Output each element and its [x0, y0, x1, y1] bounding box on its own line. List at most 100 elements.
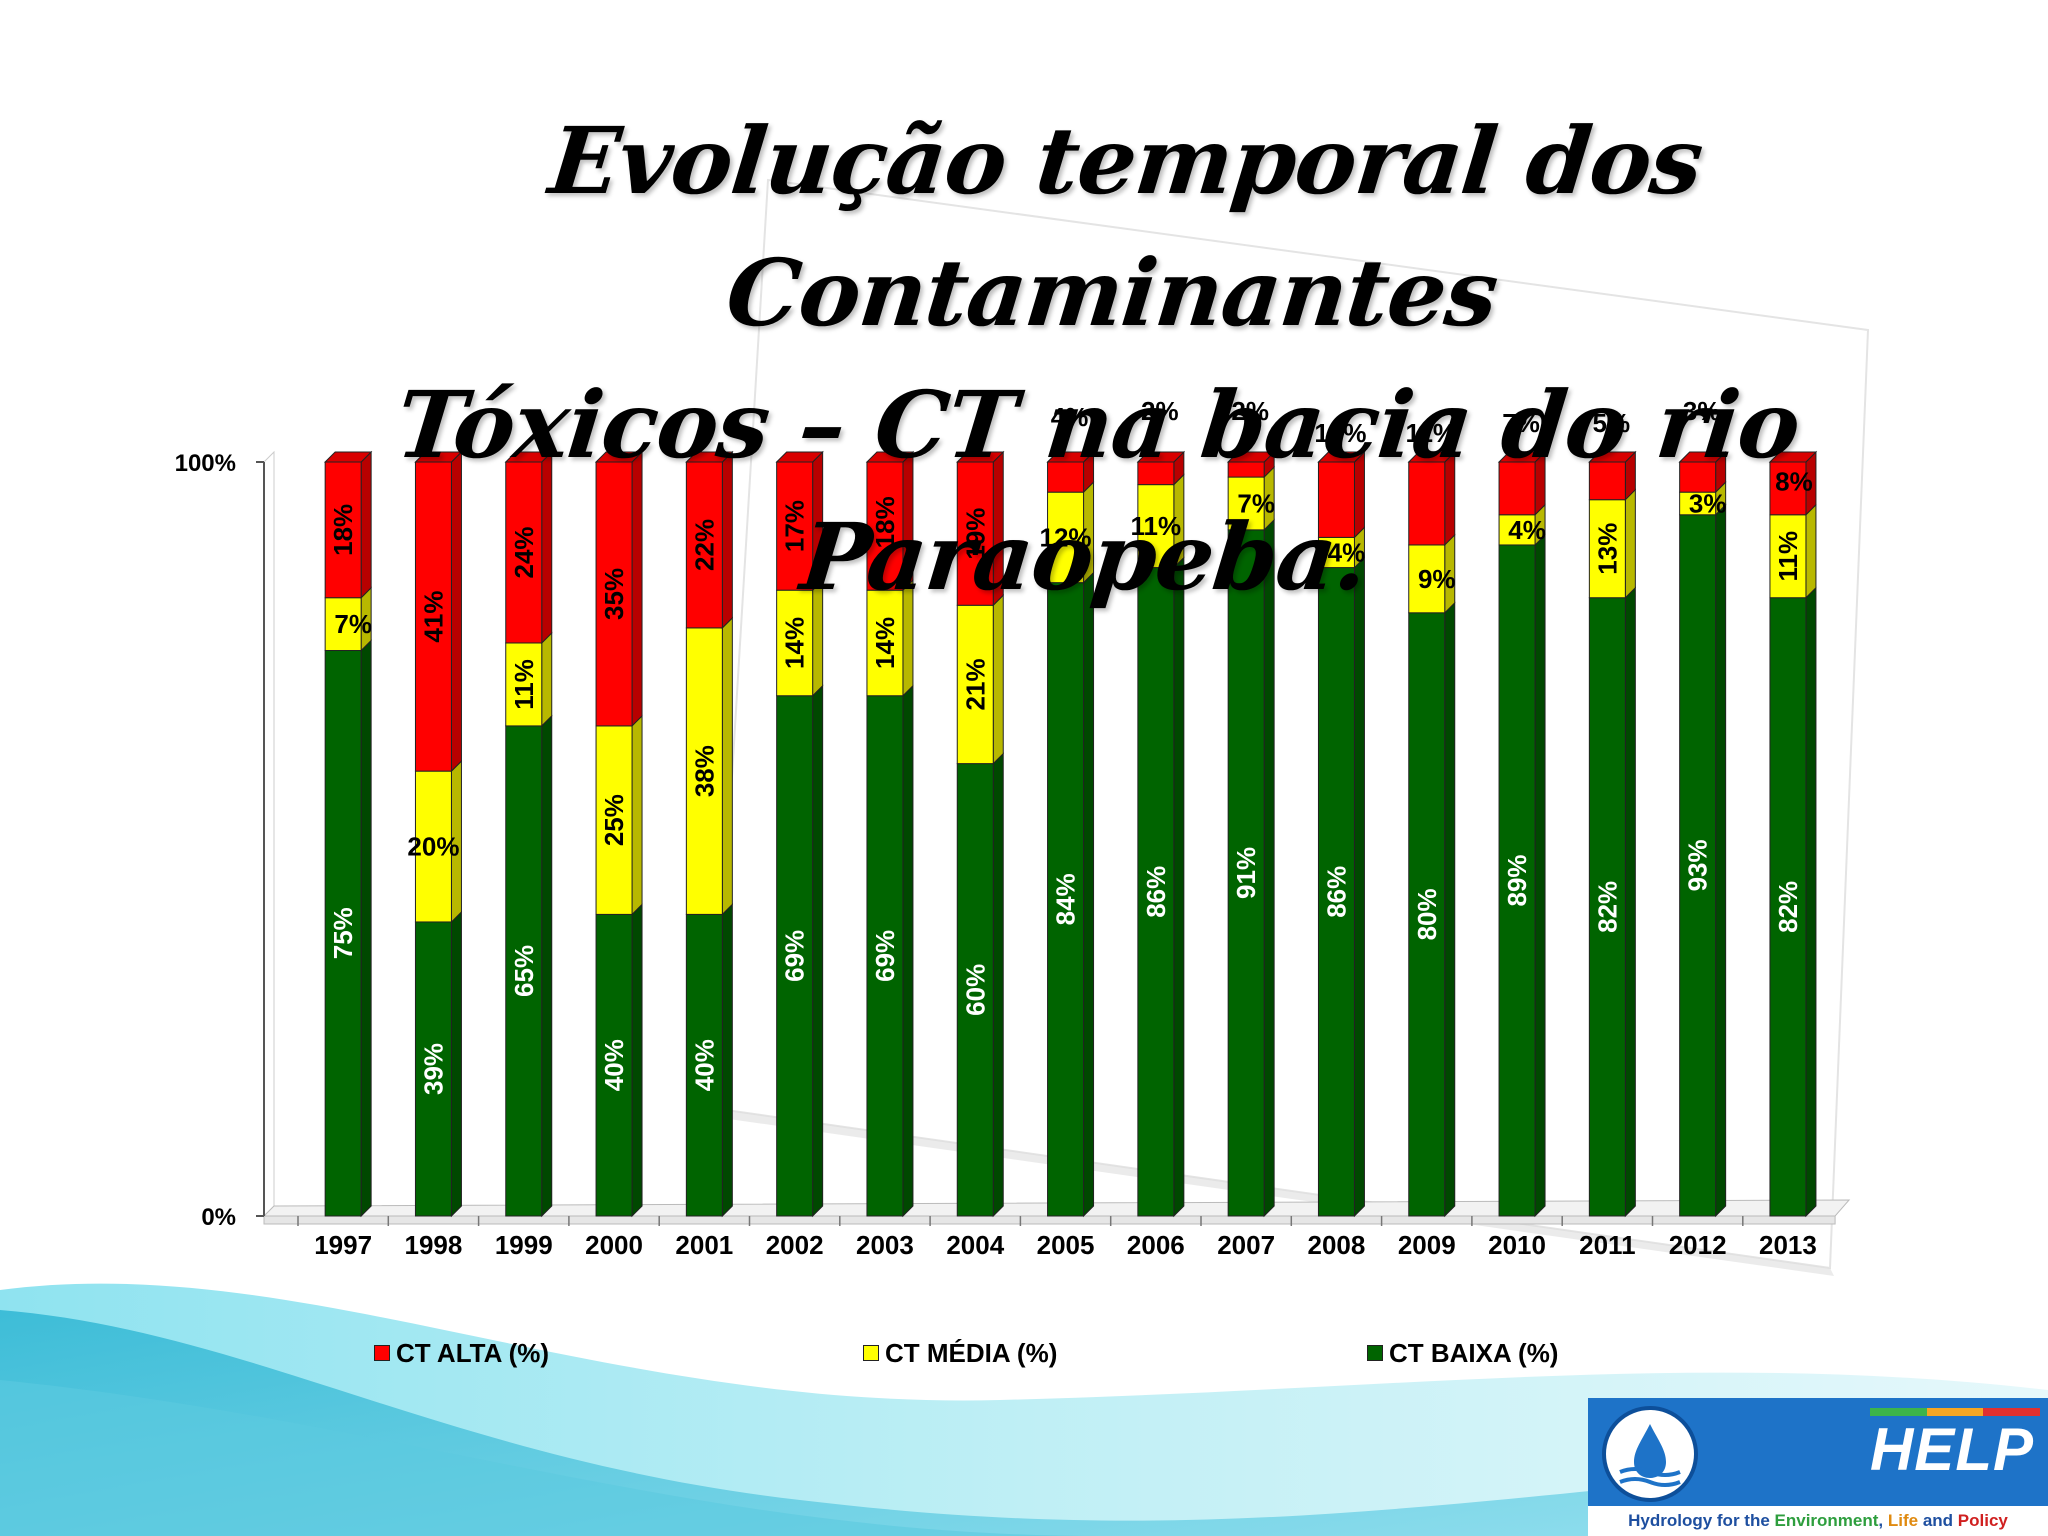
logo-stripe — [1870, 1408, 2041, 1416]
bar — [1227, 529, 1265, 1217]
data-label-baixa: 82% — [1773, 881, 1803, 933]
bar — [776, 695, 814, 1217]
bar — [414, 461, 452, 772]
bar — [1137, 484, 1175, 569]
bar-side — [812, 684, 824, 1218]
bar-top — [1407, 451, 1456, 463]
bar-segment-media — [324, 586, 372, 652]
bar-top — [775, 451, 824, 463]
bar-top — [865, 451, 915, 463]
data-label-baixa: 86% — [1321, 866, 1351, 918]
bar-side — [541, 714, 553, 1218]
bar-segment-alta — [323, 450, 373, 599]
bar — [1588, 461, 1626, 501]
x-tick-label: 2005 — [1037, 1230, 1095, 1260]
bar-segment-media — [595, 714, 643, 916]
bar — [1317, 567, 1355, 1217]
bar-segment-alta — [1136, 450, 1186, 486]
tagline-policy: Policy — [1957, 1511, 2008, 1530]
logo-tagline: Hydrology for the Environment, Life and … — [1588, 1506, 2048, 1536]
bar-side — [902, 684, 914, 1218]
legend-label-alta: CT ALTA (%) — [396, 1337, 550, 1368]
bar-segment-baixa — [1498, 533, 1546, 1218]
bar-top — [1046, 451, 1095, 463]
bar-side — [1534, 533, 1546, 1218]
bar-top — [414, 451, 463, 463]
help-logo: HELP Hydrology for the Environment, Life… — [1588, 1398, 2048, 1536]
x-tick-label: 2000 — [585, 1230, 643, 1260]
bar-segment-alta — [956, 450, 1005, 607]
data-label-media: 14% — [780, 617, 810, 669]
bar — [505, 725, 543, 1217]
bar-segment-alta — [504, 450, 553, 645]
legend-label-baixa: CT BAIXA (%) — [1389, 1337, 1559, 1368]
bar-top — [1497, 451, 1547, 463]
bar-segment-media — [1137, 473, 1185, 569]
bar-side — [721, 616, 733, 916]
legend-item-alta: CT ALTA (%) — [374, 1336, 549, 1370]
bar — [324, 650, 362, 1217]
bar — [956, 763, 994, 1217]
data-label-baixa: 93% — [1683, 839, 1713, 891]
bar-side — [631, 714, 643, 916]
legend-label-media: CT MÉDIA (%) — [885, 1337, 1058, 1368]
bar-top — [1136, 451, 1186, 463]
bar-segment-alta — [685, 450, 734, 630]
bar-top — [323, 451, 373, 463]
x-tick-label: 2013 — [1759, 1230, 1817, 1260]
data-label-alta: 24% — [509, 526, 539, 578]
x-tick-label: 2009 — [1398, 1230, 1456, 1260]
wave-mid — [0, 1380, 1100, 1536]
bar-segment-media — [866, 578, 914, 697]
bar — [1769, 461, 1807, 516]
page-title: Evolução temporal dos Contaminantes Tóxi… — [312, 95, 1897, 623]
data-label-media: 14% — [870, 617, 900, 669]
x-tick-label: 1997 — [314, 1230, 372, 1260]
data-label-baixa: 40% — [689, 1039, 719, 1091]
data-label-alta: 35% — [599, 568, 629, 620]
bar — [1408, 461, 1446, 546]
x-tick-label: 2010 — [1488, 1230, 1546, 1260]
bar-labels-layer: 75% 7% 18% 39% 20% 41% 65% 11% 24% 40% 25% 35% 40% 38… — [328, 396, 1813, 1095]
bar-segment-baixa — [505, 714, 553, 1218]
bar — [1498, 461, 1536, 516]
data-label-alta: 17% — [780, 500, 810, 552]
x-tick-label: 2012 — [1669, 1230, 1727, 1260]
x-tick-label: 2001 — [675, 1230, 733, 1260]
data-label-baixa: 75% — [328, 907, 358, 959]
data-label-media: 7% — [1237, 488, 1275, 518]
data-label-alta: 8% — [1775, 467, 1813, 497]
data-label-alta: 3% — [1683, 396, 1721, 426]
bar-segment-baixa — [1769, 586, 1817, 1218]
bar-segment-media — [1408, 533, 1456, 615]
data-label-media: 9% — [1418, 564, 1456, 594]
data-label-media: 3% — [1689, 488, 1727, 518]
bar-side — [1624, 586, 1636, 1218]
title-line-2: Tóxicos – CT na bacia do rio Paraopeba. — [391, 371, 1805, 611]
data-label-alta: 2% — [1231, 396, 1269, 426]
data-label-alta: 7% — [1502, 408, 1540, 438]
bar-segment-alta — [414, 450, 463, 773]
bar-top — [1678, 451, 1727, 463]
bar — [1769, 514, 1807, 599]
data-label-baixa: 65% — [509, 945, 539, 997]
bar-side — [631, 903, 643, 1218]
data-label-alta: 19% — [960, 508, 990, 560]
bar-segment-alta — [1497, 450, 1547, 516]
data-label-alta: 41% — [418, 591, 448, 643]
bar — [595, 725, 633, 915]
bar-side — [992, 752, 1004, 1218]
data-label-alta: 4% — [1051, 402, 1089, 432]
data-label-media: 12% — [1040, 522, 1092, 552]
bar-segment-alta — [594, 450, 644, 728]
bar-top — [594, 451, 644, 463]
data-label-media: 13% — [1592, 523, 1622, 575]
water-drop-icon — [1602, 1406, 1698, 1502]
data-label-baixa: 84% — [1051, 873, 1081, 925]
bar-segment-baixa — [685, 903, 733, 1218]
bar-segment-media — [1047, 480, 1095, 584]
data-label-baixa: 89% — [1502, 854, 1532, 906]
data-label-media: 7% — [334, 609, 372, 639]
bar — [1498, 514, 1536, 546]
